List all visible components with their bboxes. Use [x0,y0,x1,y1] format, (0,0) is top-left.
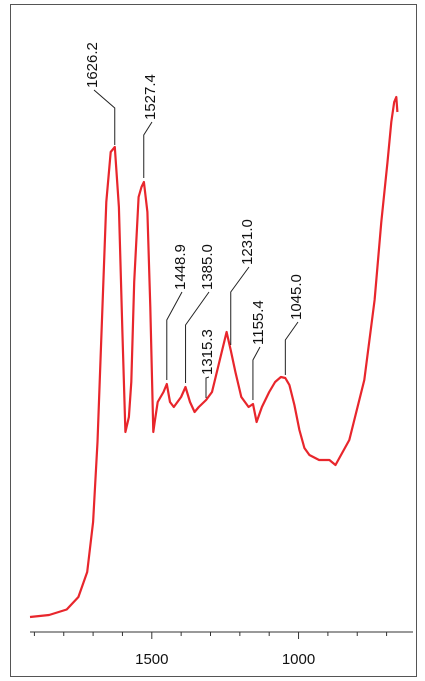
x-tick-label: 1500 [135,651,168,668]
frame [10,4,417,677]
peak-label: 1155.4 [250,300,267,345]
peak-leader [93,89,116,145]
spectrum-line [29,95,399,619]
peak-label: 1527.4 [142,74,159,120]
peak-label: 1448.9 [172,244,189,290]
peak-leader [230,266,250,345]
peak-leader [284,321,299,375]
peak-label: 1385.0 [199,244,216,290]
x-tick-label: 1000 [282,651,315,668]
peak-label: 1315.3 [199,329,216,375]
peak-leader [143,121,153,178]
peak-label: 1045.0 [288,274,305,320]
peak-leader [205,376,210,398]
peak-leader [252,346,261,400]
peak-label: 1231.0 [239,219,256,265]
peak-leader [185,291,210,383]
peak-leader [166,291,183,380]
peak-label: 1626.2 [84,42,101,88]
